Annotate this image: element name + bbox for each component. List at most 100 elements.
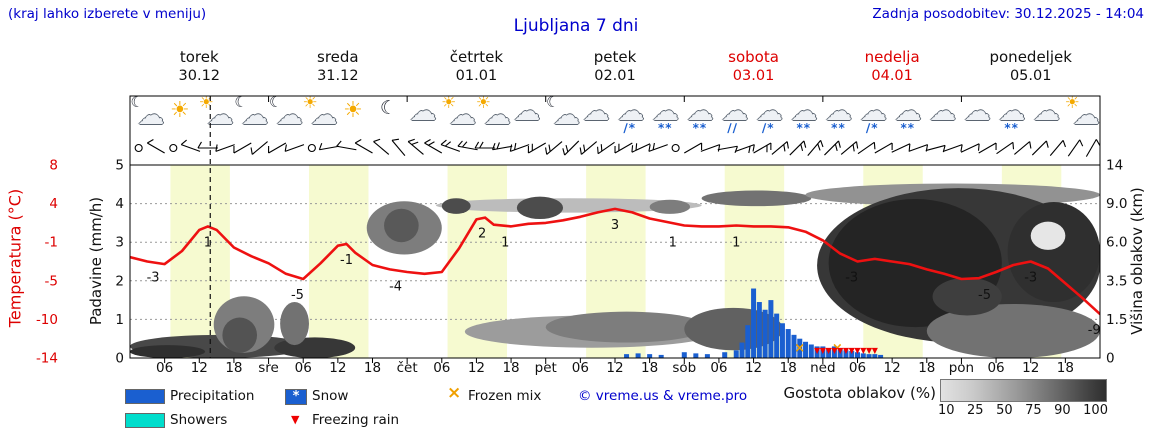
cloud-blob [213,296,275,353]
copyright-link[interactable]: © vreme.us & vreme.pro [578,388,748,404]
freezing-rain-marker: ▼ [854,346,861,355]
hour-tick-label: 18 [918,360,935,376]
precip-bar [658,354,664,358]
cloud-blob [805,183,1100,207]
wind-barb-flag [873,142,876,150]
wind-barb-icon [319,145,340,151]
weather-icon-snow: ☁ ** [825,96,853,135]
wind-barb-flag [562,148,566,156]
legend-frozen-mix-label: Frozen mix [468,388,542,404]
wind-barb-icon [943,144,963,152]
weather-icon-sun-cloud: ☀ ☁ [302,93,338,131]
freezing-rain-marker: ▼ [872,346,879,355]
wind-barb-icon [354,142,373,154]
cloud-blob [464,315,719,348]
cloud-blob [932,277,1002,316]
cloud-blob [516,196,564,220]
day-date: 04.01 [871,68,913,84]
wind-barb-icon [581,141,598,155]
day-abbrev-label: pet [535,360,557,376]
cloud-blob [130,334,309,358]
weather-icon-moon-cloud: ☾ ☁ [546,93,581,131]
wind-barb-flag [284,144,287,152]
precip-bar [860,353,866,358]
wind-calm-icon [307,143,316,153]
precipitation-bars [624,288,884,358]
day-abbrev-label: čet [397,360,418,376]
wind-barb-flag [457,140,463,147]
wind-barb-flag [748,146,751,154]
wind-barb-flag [960,144,963,152]
wind-barb-flag [834,143,838,152]
day-date: 31.12 [317,68,359,84]
temperature-value-label: 1 [732,235,740,250]
hour-tick-label: 18 [641,360,658,376]
precip-bar [803,341,809,358]
day-date: 05.01 [1009,68,1052,84]
cloud-density-ticks: 10 25 50 75 90 100 [938,403,1108,418]
wind-barb-icon [648,144,668,152]
precip-bar [739,342,745,358]
wind-barb-flag [496,142,500,150]
wind-barb-flag [579,147,582,155]
weather-icon-cloud: ☁ [513,96,541,127]
wind-barb-flag [652,142,655,150]
freezing-rain-marker: ▼ [831,346,838,355]
density-tick-label: 50 [996,403,1013,418]
weather-icon-snow: ☁ ** [894,96,922,135]
precip-bar [779,323,785,358]
temperature-value-label: 1 [669,235,677,250]
precip-bar [745,325,751,358]
wind-barb-icon [700,144,720,152]
temp-tick-label: -1 [45,235,58,251]
daylight-band [724,165,785,358]
wind-barb-flag [597,146,599,154]
wind-barb-flag [440,139,447,146]
day-name: četrtek [449,48,504,66]
wind-barb-flag [354,139,362,144]
wind-calm-icon [169,143,178,153]
freezing-rain-marker: ▼ [820,346,827,355]
wind-barb-icon [510,144,530,152]
wind-barb-icon [1031,140,1047,156]
cloud-blob [274,337,356,358]
temperature-value-label: 1 [204,235,212,250]
precip-bar [774,313,780,358]
wind-barb-icon [614,142,633,154]
wind-barb-flag [600,144,603,152]
weather-icon-cloud: ☁ [1033,96,1061,127]
wind-barb-icon [268,142,287,154]
cloud-tick-label: 14 [1106,158,1123,174]
wind-barb-flag [635,143,638,151]
cloud-blob [366,201,442,255]
weather-icon-rain-snow: ☁ ∕* [859,96,887,135]
cloud-blob [130,345,206,358]
wind-barb-icon [735,144,755,152]
precip-bar [722,352,728,358]
precip-bar [693,353,699,358]
hour-tick-label: 12 [606,360,623,376]
precip-tick-label: 3 [115,235,124,251]
precip-bar [733,350,739,358]
hour-tick-label: 06 [156,360,173,376]
weather-icon-sun-cloud: ☀ ☁ [1064,93,1100,131]
daylight-band [447,165,508,358]
wind-barb-flag [838,140,841,148]
precipitation-swatch [125,389,165,404]
cloud-tick-label: 0 [1106,351,1115,367]
wind-barb-flag [800,143,804,152]
wind-barb-flag [391,138,400,141]
cloud-density-title: Gostota oblakov (%) [783,384,936,402]
cloud-blob [701,190,812,207]
day-name: ponedeljek [989,48,1072,66]
temperature-value-label: -3 [845,271,858,286]
frozen-mix-marker: × [832,341,843,356]
hour-tick-label: 12 [884,360,901,376]
precip-bar [849,351,855,358]
wind-barb-flag [215,144,218,152]
wind-barb-icon [336,145,357,151]
weather-icon-sun-cloud: ☀ ☁ [441,93,477,131]
wind-barb-icon [1014,141,1031,155]
wind-barb-flag [250,147,253,155]
